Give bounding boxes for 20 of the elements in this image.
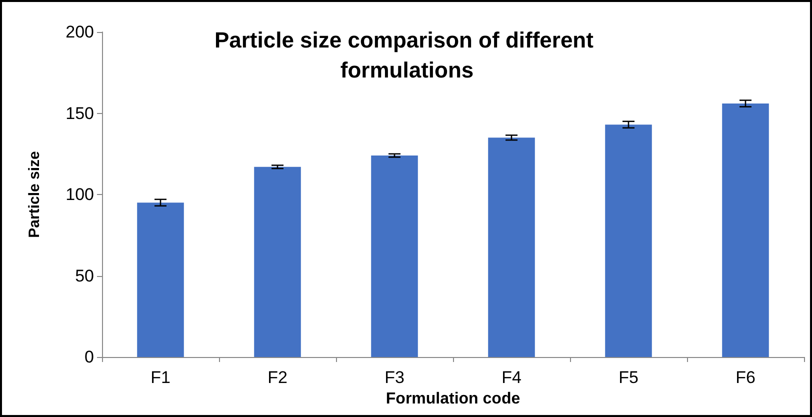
- text: Particle size comparison of different formulations: [214, 28, 600, 82]
- x-tick-label: F4: [502, 368, 522, 387]
- y-tick-label: 200: [66, 22, 94, 42]
- y-tick-label: 150: [66, 104, 94, 123]
- bar: [254, 166, 301, 357]
- y-tick-label: 100: [66, 185, 94, 204]
- x-tick-label: F1: [150, 368, 170, 387]
- bar: [605, 124, 652, 357]
- x-tick-label: F5: [618, 368, 638, 387]
- x-tick-label: F6: [736, 368, 756, 387]
- bar: [722, 104, 769, 357]
- y-tick-label: 50: [75, 266, 94, 286]
- bar: [488, 138, 535, 357]
- bar: [371, 156, 418, 357]
- y-axis-title: Particle size: [26, 151, 43, 238]
- bar: [137, 202, 184, 357]
- x-tick-label: F2: [268, 368, 288, 387]
- x-tick-label: F3: [384, 368, 404, 387]
- x-axis-title: Formulation code: [386, 390, 520, 408]
- y-tick-label: 0: [84, 348, 94, 366]
